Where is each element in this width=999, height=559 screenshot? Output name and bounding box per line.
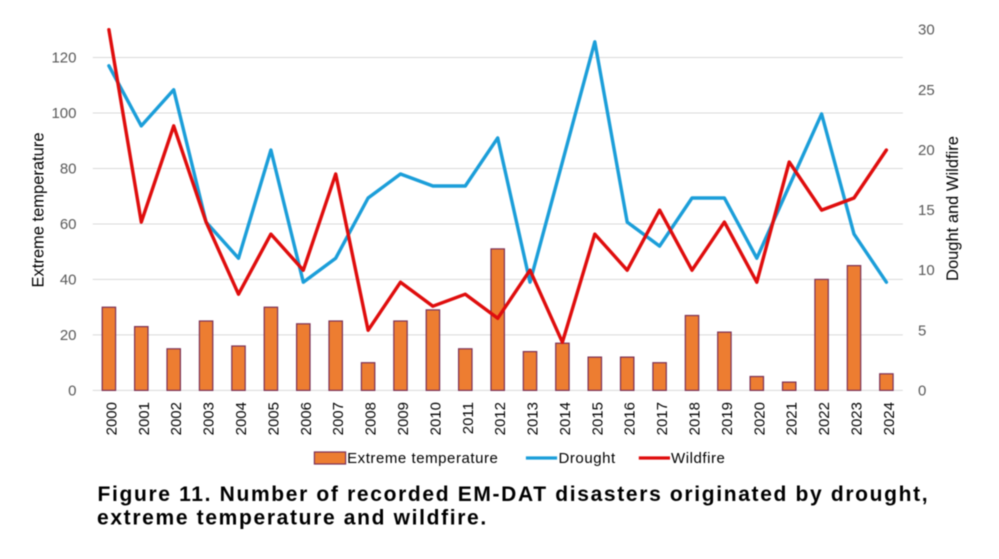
svg-text:Drought: Drought: [559, 450, 616, 467]
svg-text:2005: 2005: [265, 402, 282, 435]
svg-text:2000: 2000: [103, 402, 120, 435]
svg-text:120: 120: [51, 50, 76, 67]
svg-text:0: 0: [68, 382, 76, 399]
svg-text:Extreme temperature: Extreme temperature: [30, 133, 48, 288]
svg-text:2017: 2017: [654, 402, 671, 435]
svg-text:2003: 2003: [201, 402, 218, 435]
svg-text:2015: 2015: [589, 402, 606, 435]
svg-text:2020: 2020: [751, 402, 768, 435]
svg-text:30: 30: [918, 22, 935, 39]
svg-text:0: 0: [918, 382, 926, 399]
svg-text:extreme temperature and wildfi: extreme temperature and wildfire.: [97, 507, 488, 530]
svg-text:15: 15: [918, 202, 935, 219]
svg-text:2011: 2011: [460, 402, 477, 434]
svg-text:2002: 2002: [168, 402, 185, 435]
svg-text:5: 5: [918, 322, 926, 339]
svg-text:2021: 2021: [784, 402, 801, 435]
svg-text:2006: 2006: [298, 402, 315, 435]
svg-text:Dought and Wildfire: Dought and Wildfire: [944, 136, 962, 281]
svg-text:20: 20: [918, 142, 935, 159]
svg-text:2007: 2007: [330, 402, 347, 435]
svg-text:20: 20: [60, 327, 77, 344]
svg-text:2016: 2016: [622, 402, 639, 435]
svg-text:2014: 2014: [557, 402, 574, 435]
svg-text:Figure 11. Number of recorded: Figure 11. Number of recorded EM-DAT dis…: [98, 483, 930, 506]
svg-text:Extreme temperature: Extreme temperature: [347, 450, 498, 467]
svg-text:25: 25: [918, 82, 935, 99]
svg-text:2004: 2004: [233, 402, 250, 435]
svg-text:2009: 2009: [395, 402, 412, 435]
svg-text:80: 80: [60, 161, 77, 178]
svg-text:2013: 2013: [525, 402, 542, 435]
svg-text:10: 10: [918, 262, 935, 279]
svg-text:60: 60: [60, 216, 77, 233]
svg-text:2019: 2019: [719, 402, 736, 435]
svg-text:2008: 2008: [363, 402, 380, 435]
svg-text:Wildfire: Wildfire: [671, 450, 725, 467]
svg-text:2023: 2023: [849, 402, 866, 435]
svg-text:2012: 2012: [492, 402, 509, 435]
svg-text:40: 40: [60, 271, 77, 288]
svg-text:2024: 2024: [881, 402, 898, 435]
svg-text:2001: 2001: [136, 402, 153, 435]
svg-text:2022: 2022: [816, 402, 833, 435]
svg-text:2018: 2018: [687, 402, 704, 435]
svg-text:2010: 2010: [427, 402, 444, 435]
svg-text:100: 100: [51, 105, 76, 122]
